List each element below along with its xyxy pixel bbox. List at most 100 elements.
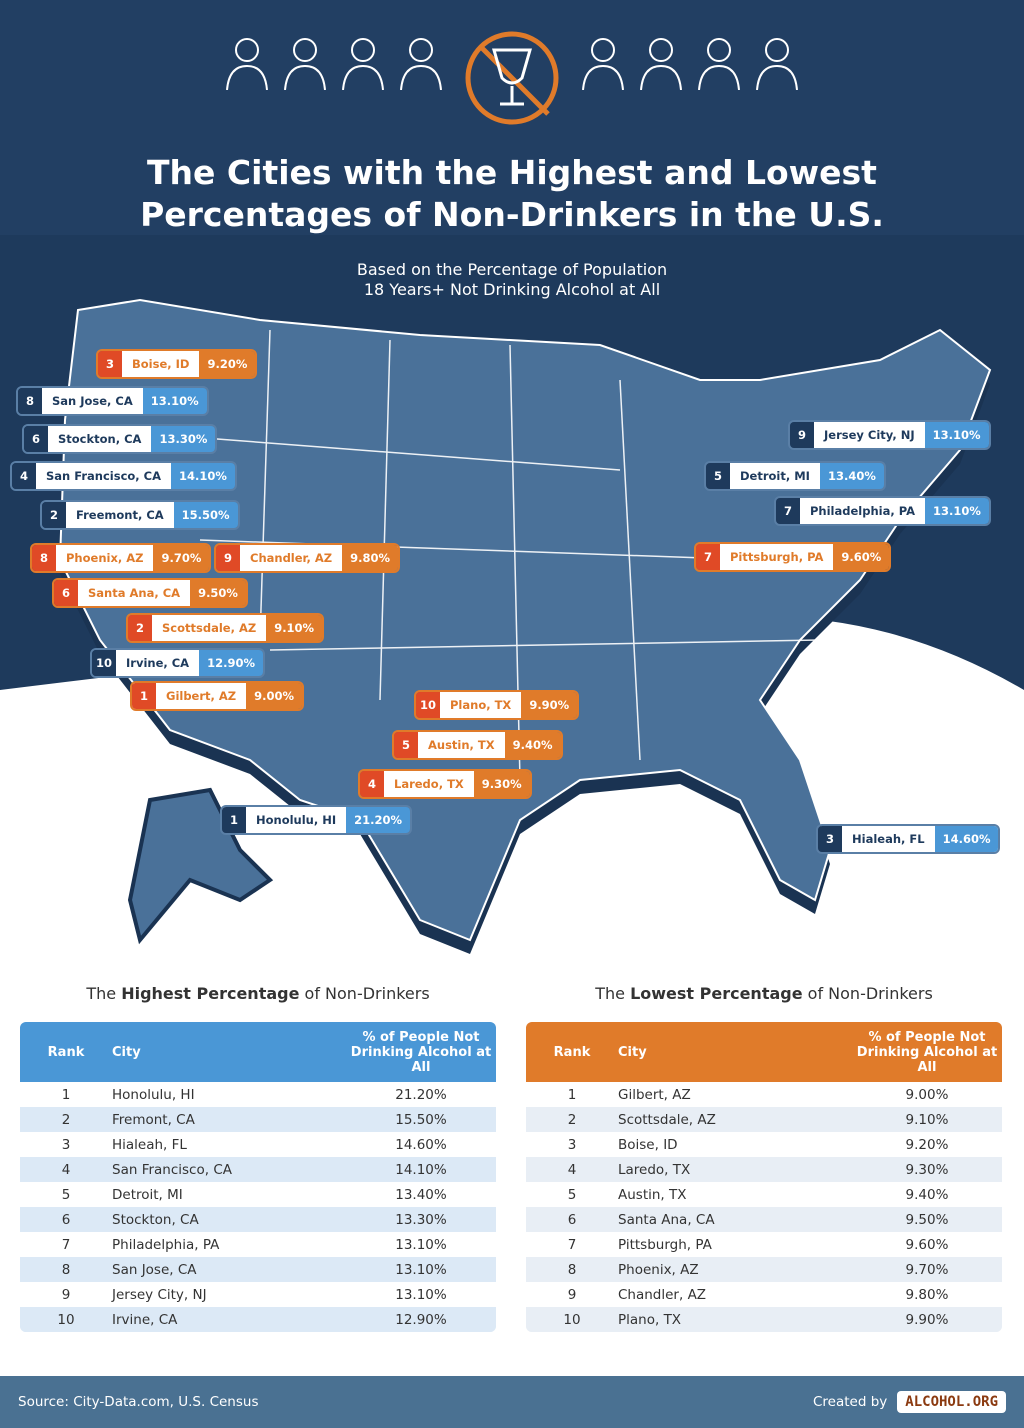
label-city: Jersey City, NJ [814, 422, 925, 448]
table-row: 10 Irvine, CA 12.90% [20, 1307, 496, 1332]
table-row: 6 Santa Ana, CA 9.50% [526, 1207, 1002, 1232]
column-header: City [618, 1044, 647, 1060]
label-rank: 7 [776, 498, 800, 524]
map-label: 2 Freemont, CA 15.50% [40, 500, 240, 530]
table-cell: 5 [61, 1186, 71, 1203]
map-label: 7 Pittsburgh, PA 9.60% [694, 542, 892, 572]
table-cell: 6 [61, 1211, 71, 1228]
table-cell: 14.10% [395, 1161, 447, 1178]
label-percent: 9.80% [342, 545, 399, 571]
map-label: 1 Honolulu, HI 21.20% [220, 805, 413, 835]
page-title: The Cities with the Highest and Lowest Pe… [0, 152, 1024, 236]
table-cell: Pittsburgh, PA [618, 1236, 712, 1253]
person-icon [698, 38, 740, 90]
table-cell: Hialeah, FL [112, 1136, 187, 1153]
table-cell: 21.20% [395, 1086, 447, 1103]
label-rank: 9 [216, 545, 240, 571]
lowest-table: Rank City % of People Not Drinking Alcohol… [526, 1022, 1002, 1332]
map-section: The Cities with the Highest and Lowest Pe… [0, 0, 1024, 954]
table-cell: Scottsdale, AZ [618, 1111, 716, 1128]
table-cell: 15.50% [395, 1111, 447, 1128]
table-cell: 9.20% [905, 1136, 949, 1153]
person-icon [226, 38, 268, 90]
label-city: Philadelphia, PA [800, 498, 925, 524]
label-percent: 13.10% [925, 498, 989, 524]
table-cell: Laredo, TX [618, 1161, 691, 1178]
label-percent: 13.30% [151, 426, 216, 452]
table-cell: 13.10% [395, 1286, 447, 1303]
table-cell: 9.80% [905, 1286, 949, 1303]
lowest-table-title: The Lowest Percentage of Non-Drinkers [595, 984, 933, 1003]
table-cell: Santa Ana, CA [618, 1211, 715, 1228]
map-label: 9 Jersey City, NJ 13.10% [788, 420, 991, 450]
table-cell: 7 [61, 1236, 71, 1253]
label-rank: 6 [54, 580, 78, 606]
table-cell: 10 [57, 1311, 75, 1328]
label-percent: 9.10% [266, 615, 323, 641]
label-percent: 13.40% [819, 463, 884, 489]
table-cell: 8 [567, 1261, 577, 1278]
table-cell: 5 [567, 1186, 577, 1203]
table-cell: 13.40% [395, 1186, 447, 1203]
label-percent: 9.70% [153, 545, 210, 571]
label-rank: 8 [32, 545, 56, 571]
label-rank: 4 [12, 463, 36, 489]
person-icon [342, 38, 384, 90]
people-icons [0, 30, 1024, 90]
highest-table: Rank City % of People Not Drinking Alcohol… [20, 1022, 496, 1332]
table-row: 8 San Jose, CA 13.10% [20, 1257, 496, 1282]
map-label: 4 San Francisco, CA 14.10% [10, 461, 237, 491]
table-cell: 4 [567, 1161, 577, 1178]
label-percent: 14.60% [934, 826, 999, 852]
table-cell: 9.30% [905, 1161, 949, 1178]
table-cell: Phoenix, AZ [618, 1261, 699, 1278]
column-header: City [112, 1044, 141, 1060]
label-city: Chandler, AZ [240, 545, 343, 571]
label-rank: 9 [790, 422, 814, 448]
subtitle-line: 18 Years+ Not Drinking Alcohol at All [363, 280, 661, 299]
table-cell: San Francisco, CA [112, 1161, 232, 1178]
label-rank: 6 [24, 426, 48, 452]
label-city: Austin, TX [418, 732, 505, 758]
label-rank: 3 [818, 826, 842, 852]
map-label: 2 Scottsdale, AZ 9.10% [126, 613, 325, 643]
label-percent: 9.60% [833, 544, 890, 570]
column-header: % of People Not Drinking Alcohol at All [856, 1029, 998, 1075]
label-city: Detroit, MI [730, 463, 820, 489]
label-percent: 9.20% [199, 351, 256, 377]
table-cell: 3 [61, 1136, 71, 1153]
table-row: 10 Plano, TX 9.90% [526, 1307, 1002, 1332]
label-city: Pittsburgh, PA [720, 544, 834, 570]
map-label: 4 Laredo, TX 9.30% [358, 769, 532, 799]
label-percent: 13.10% [142, 388, 207, 414]
person-icon [582, 38, 624, 90]
map-label: 6 Stockton, CA 13.30% [22, 424, 218, 454]
label-city: San Francisco, CA [36, 463, 172, 489]
title-line: The Cities with the Highest and Lowest [147, 153, 877, 192]
person-icon [284, 38, 326, 90]
subtitle-line: Based on the Percentage of Population [356, 260, 668, 279]
person-icon [640, 38, 682, 90]
person-icon [756, 38, 798, 90]
table-cell: 1 [61, 1086, 71, 1103]
table-cell: Irvine, CA [112, 1311, 178, 1328]
label-percent: 12.90% [199, 650, 263, 676]
table-row: 4 Laredo, TX 9.30% [526, 1157, 1002, 1182]
table-header: Rank City % of People Not Drinking Alcohol… [20, 1022, 496, 1082]
table-row: 9 Jersey City, NJ 13.10% [20, 1282, 496, 1307]
table-cell: 13.10% [395, 1236, 447, 1253]
label-city: Irvine, CA [116, 650, 200, 676]
table-cell: 14.60% [395, 1136, 447, 1153]
label-percent: 21.20% [346, 807, 411, 833]
table-cell: 9.50% [905, 1211, 949, 1228]
table-row: 2 Fremont, CA 15.50% [20, 1107, 496, 1132]
map-label: 8 San Jose, CA 13.10% [16, 386, 209, 416]
table-row: 7 Pittsburgh, PA 9.60% [526, 1232, 1002, 1257]
highest-table-title: The Highest Percentage of Non-Drinkers [86, 984, 430, 1003]
table-row: 3 Hialeah, FL 14.60% [20, 1132, 496, 1157]
table-row: 6 Stockton, CA 13.30% [20, 1207, 496, 1232]
label-city: Laredo, TX [384, 771, 474, 797]
table-cell: Stockton, CA [112, 1211, 199, 1228]
table-row: 4 San Francisco, CA 14.10% [20, 1157, 496, 1182]
alcohol-org-logo[interactable]: ALCOHOL.ORG [897, 1391, 1006, 1413]
